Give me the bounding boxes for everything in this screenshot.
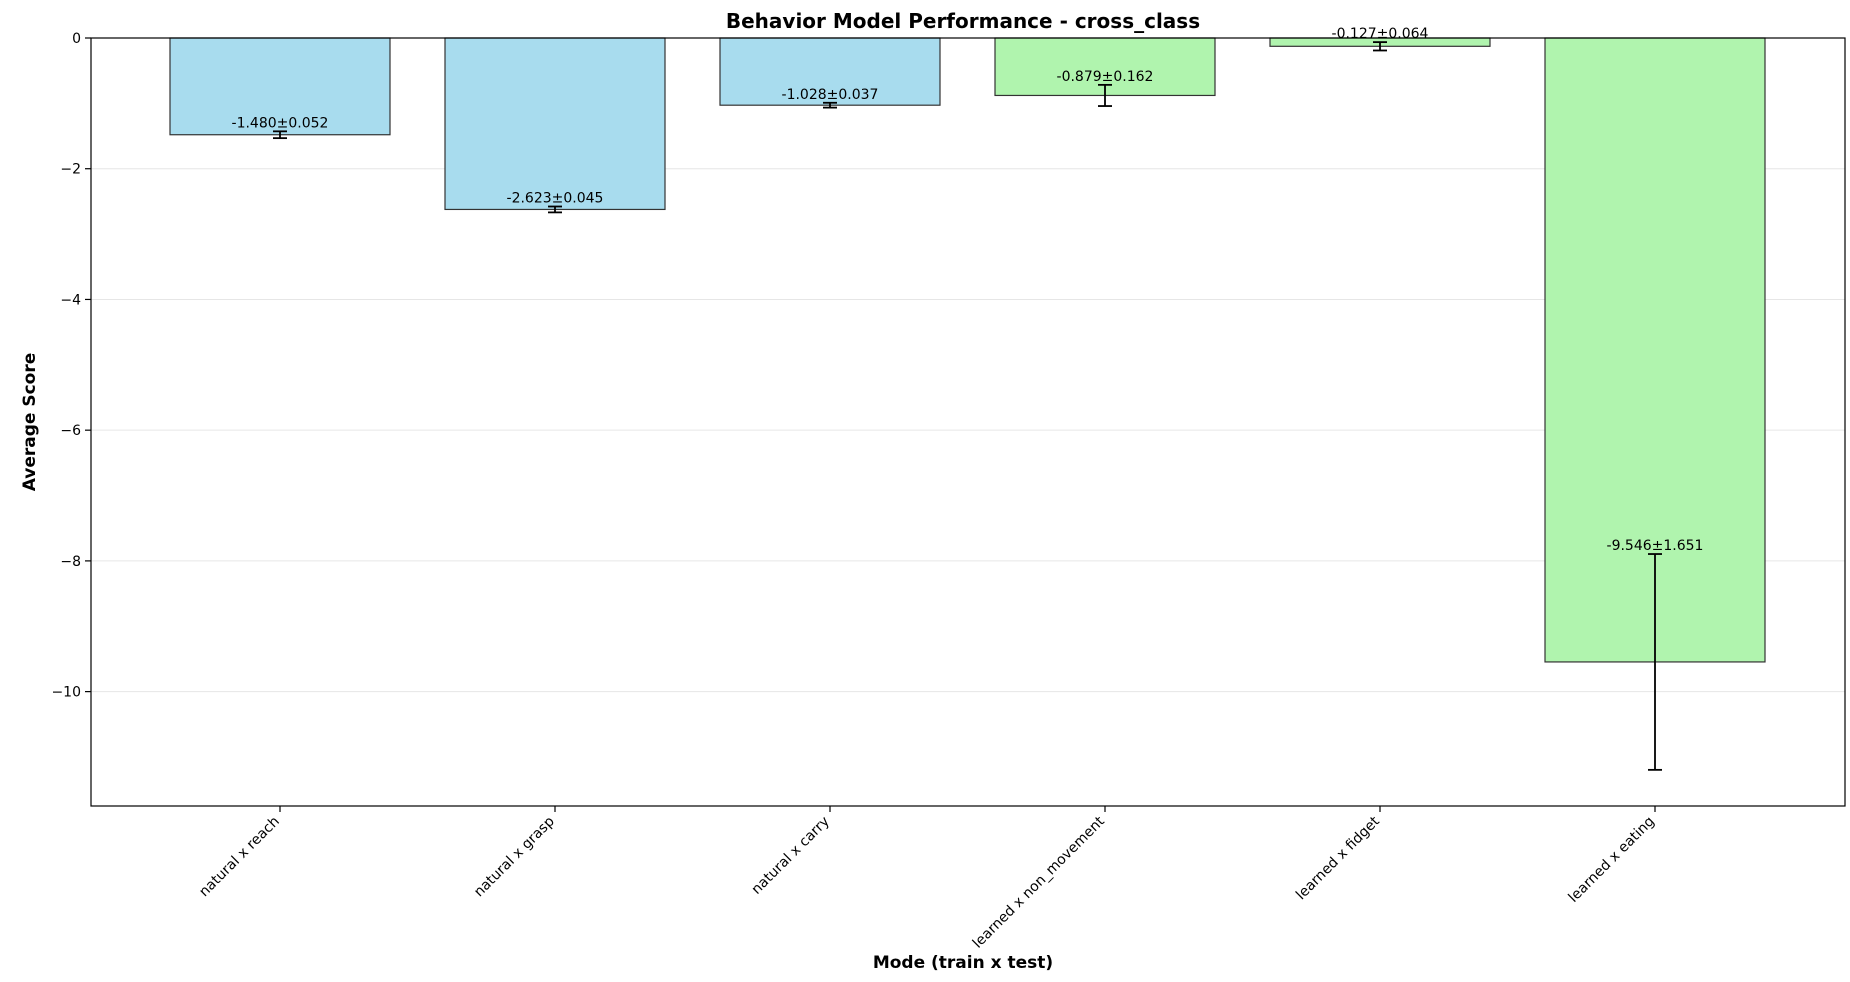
y-tick-label: −6 <box>60 423 81 439</box>
y-tick-label: −2 <box>60 162 81 178</box>
data-labels: -1.480±0.052 -2.623±0.045 -1.028±0.037 -0.8… <box>232 26 1704 554</box>
x-tick-label: natural x carry <box>749 814 833 898</box>
error-bar <box>823 101 837 109</box>
error-bar <box>1373 41 1387 52</box>
x-axis-ticks: natural x reach natural x grasp natural x … <box>196 806 1658 952</box>
bar-natural-x-carry <box>719 37 941 106</box>
error-bar <box>548 205 562 214</box>
x-tick-label: learned x fidget <box>1293 813 1383 903</box>
x-axis-title: Mode (train x test) <box>873 953 1053 973</box>
x-tick-label: learned x eating <box>1566 814 1658 906</box>
y-tick-label: −8 <box>60 554 81 570</box>
x-tick-label: learned x non_movement <box>970 813 1108 951</box>
x-tick-label: natural x grasp <box>471 813 558 900</box>
y-tick-label: 0 <box>72 31 81 47</box>
y-tick-label: −10 <box>51 685 81 701</box>
y-tick-label: −4 <box>60 292 81 308</box>
bar-natural-x-grasp <box>444 37 666 211</box>
y-axis-ticks: 0 −2 −4 −6 −8 −10 <box>51 31 91 701</box>
error-bars <box>273 41 1662 771</box>
x-tick-label: natural x reach <box>196 814 283 901</box>
error-bar <box>1648 553 1662 771</box>
data-label: -0.879±0.162 <box>1057 69 1154 85</box>
data-label: -9.546±1.651 <box>1607 538 1704 554</box>
chart-title: Behavior Model Performance - cross_class <box>726 9 1200 33</box>
data-label: -1.480±0.052 <box>232 115 329 131</box>
data-label: -2.623±0.045 <box>507 191 604 207</box>
error-bar <box>273 130 287 140</box>
axes-frame <box>90 37 1846 807</box>
bars <box>169 37 1766 663</box>
error-bar <box>1098 83 1112 107</box>
data-label: -1.028±0.037 <box>782 87 879 103</box>
y-axis-title: Average Score <box>20 353 40 492</box>
data-label: -0.127±0.064 <box>1332 26 1429 42</box>
